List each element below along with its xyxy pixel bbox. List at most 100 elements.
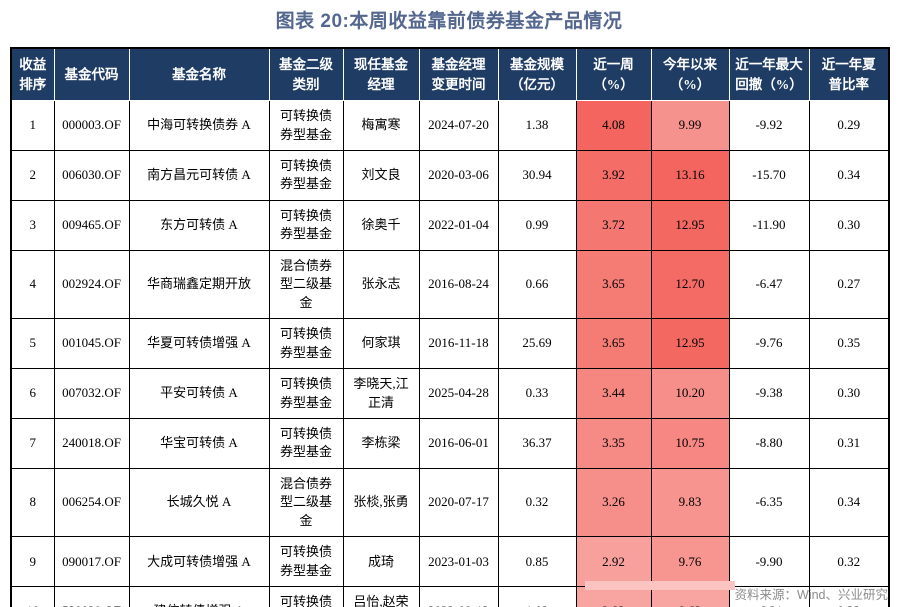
header-cell-rank: 收益 排序 <box>10 47 55 102</box>
cell-name: 平安可转债 A <box>128 368 270 420</box>
cell-code: 530020.OF <box>53 586 130 607</box>
cell-manager: 徐奥千 <box>342 199 420 251</box>
fund-table: 收益 排序 基金代码 基金名称 基金二级 类别 现任基金 经理 基金经理 变更时间 基金规模… <box>10 47 890 607</box>
cell-ytd: 10.75 <box>650 418 730 469</box>
cell-change_date: 2016-06-01 <box>418 418 499 469</box>
cell-code: 009465.OF <box>53 199 130 251</box>
cell-week: 2.92 <box>575 536 652 588</box>
cell-name: 华商瑞鑫定期开放 <box>128 249 270 320</box>
cell-manager: 刘文良 <box>342 150 420 201</box>
cell-week: 2.83 <box>575 586 652 607</box>
cell-sharpe: 0.29 <box>808 100 890 152</box>
cell-rank: 3 <box>10 199 55 251</box>
cell-drawdown: -9.76 <box>728 318 810 370</box>
header-cell-size: 基金规模 （亿元） <box>497 47 577 102</box>
cell-sharpe: 0.27 <box>808 249 890 320</box>
cell-manager: 李栋梁 <box>342 418 420 469</box>
cell-code: 240018.OF <box>53 418 130 469</box>
table-row: 6 007032.OF 平安可转债 A 可转换债 券型基金 李晓天,江 正清 2025-0… <box>10 368 890 420</box>
cell-change_date: 2022-01-04 <box>418 199 499 251</box>
cell-change_date: 2025-04-28 <box>418 368 499 420</box>
cell-size: 0.66 <box>497 249 577 320</box>
header-cell-code: 基金代码 <box>53 47 130 102</box>
cell-sharpe: 0.32 <box>808 586 890 607</box>
cell-manager: 梅寓寒 <box>342 100 420 152</box>
cell-change_date: 2023-01-03 <box>418 536 499 588</box>
cell-change_date: 2024-07-20 <box>418 100 499 152</box>
cell-rank: 10 <box>10 586 55 607</box>
source-note: 资料来源：Wind、兴业研究 <box>734 588 888 602</box>
cell-drawdown: -9.38 <box>728 368 810 420</box>
table-row: 2 006030.OF 南方昌元可转债 A 可转换债 券型基金 刘文良 2020-03-0… <box>10 150 890 201</box>
cell-drawdown: -6.35 <box>728 467 810 538</box>
cell-name: 大成可转债增强 A <box>128 536 270 588</box>
header-cell-name: 基金名称 <box>128 47 270 102</box>
cell-category: 可转换债 券型基金 <box>268 199 344 251</box>
header-cell-drawdown: 近一年最大 回撤（%） <box>728 47 810 102</box>
cell-name: 华宝可转债 A <box>128 418 270 469</box>
cell-manager: 成琦 <box>342 536 420 588</box>
table-row: 5 001045.OF 华夏可转债增强 A 可转换债 券型基金 何家琪 2016-11-1… <box>10 318 890 370</box>
cell-rank: 4 <box>10 249 55 320</box>
cell-sharpe: 0.34 <box>808 150 890 201</box>
header-cell-category: 基金二级 类别 <box>268 47 344 102</box>
header-cell-sharpe: 近一年夏 普比率 <box>808 47 890 102</box>
cell-week: 3.72 <box>575 199 652 251</box>
cell-name: 南方昌元可转债 A <box>128 150 270 201</box>
table-body: 1 000003.OF 中海可转换债券 A 可转换债 券型基金 梅寓寒 2024-07-2… <box>10 100 890 607</box>
cell-category: 混合债券 型二级基 金 <box>268 467 344 538</box>
header-cell-ytd: 今年以来 （%） <box>650 47 730 102</box>
cell-code: 006254.OF <box>53 467 130 538</box>
table-row: 3 009465.OF 东方可转债 A 可转换债 券型基金 徐奥千 2022-01-04 0… <box>10 199 890 251</box>
cell-drawdown: -9.92 <box>728 100 810 152</box>
page-title: 图表 20:本周收益靠前债券基金产品情况 <box>275 11 623 32</box>
cell-size: 0.33 <box>497 368 577 420</box>
cell-code: 090017.OF <box>53 536 130 588</box>
cell-ytd: 10.20 <box>650 368 730 420</box>
cell-category: 可转换债 券型基金 <box>268 586 344 607</box>
header-cell-week: 近一周 （%） <box>575 47 652 102</box>
heat-shadow-strip <box>585 581 735 590</box>
cell-category: 可转换债 券型基金 <box>268 368 344 420</box>
cell-change_date: 2022-09-13 <box>418 586 499 607</box>
table-row: 7 240018.OF 华宝可转债 A 可转换债 券型基金 李栋梁 2016-06-01 3… <box>10 418 890 469</box>
cell-code: 007032.OF <box>53 368 130 420</box>
cell-manager: 张棪,张勇 <box>342 467 420 538</box>
cell-ytd: 9.76 <box>650 536 730 588</box>
cell-week: 3.44 <box>575 368 652 420</box>
cell-code: 000003.OF <box>53 100 130 152</box>
cell-rank: 7 <box>10 418 55 469</box>
cell-week: 3.65 <box>575 249 652 320</box>
cell-rank: 6 <box>10 368 55 420</box>
cell-week: 4.08 <box>575 100 652 152</box>
cell-ytd: 12.95 <box>650 199 730 251</box>
cell-category: 可转换债 券型基金 <box>268 318 344 370</box>
cell-category: 可转换债 券型基金 <box>268 536 344 588</box>
cell-ytd: 9.99 <box>650 100 730 152</box>
cell-week: 3.35 <box>575 418 652 469</box>
cell-name: 长城久悦 A <box>128 467 270 538</box>
cell-category: 混合债券 型二级基 金 <box>268 249 344 320</box>
cell-manager: 李晓天,江 正清 <box>342 368 420 420</box>
cell-manager: 吕怡,赵荣 杰 <box>342 586 420 607</box>
cell-manager: 张永志 <box>342 249 420 320</box>
cell-change_date: 2016-08-24 <box>418 249 499 320</box>
cell-rank: 1 <box>10 100 55 152</box>
cell-rank: 8 <box>10 467 55 538</box>
table-row: 8 006254.OF 长城久悦 A 混合债券 型二级基 金张棪,张勇 2020-07-… <box>10 467 890 538</box>
cell-drawdown: -11.90 <box>728 199 810 251</box>
cell-size: 1.02 <box>497 586 577 607</box>
cell-size: 0.99 <box>497 199 577 251</box>
cell-drawdown: -8.80 <box>728 418 810 469</box>
header-cell-manager: 现任基金 经理 <box>342 47 420 102</box>
cell-sharpe: 0.32 <box>808 536 890 588</box>
cell-change_date: 2020-07-17 <box>418 467 499 538</box>
cell-sharpe: 0.31 <box>808 418 890 469</box>
cell-name: 东方可转债 A <box>128 199 270 251</box>
cell-size: 30.94 <box>497 150 577 201</box>
table-row: 9 090017.OF 大成可转债增强 A 可转换债 券型基金 成琦 2023-01-03… <box>10 536 890 588</box>
cell-ytd: 13.16 <box>650 150 730 201</box>
cell-ytd: 12.95 <box>650 318 730 370</box>
